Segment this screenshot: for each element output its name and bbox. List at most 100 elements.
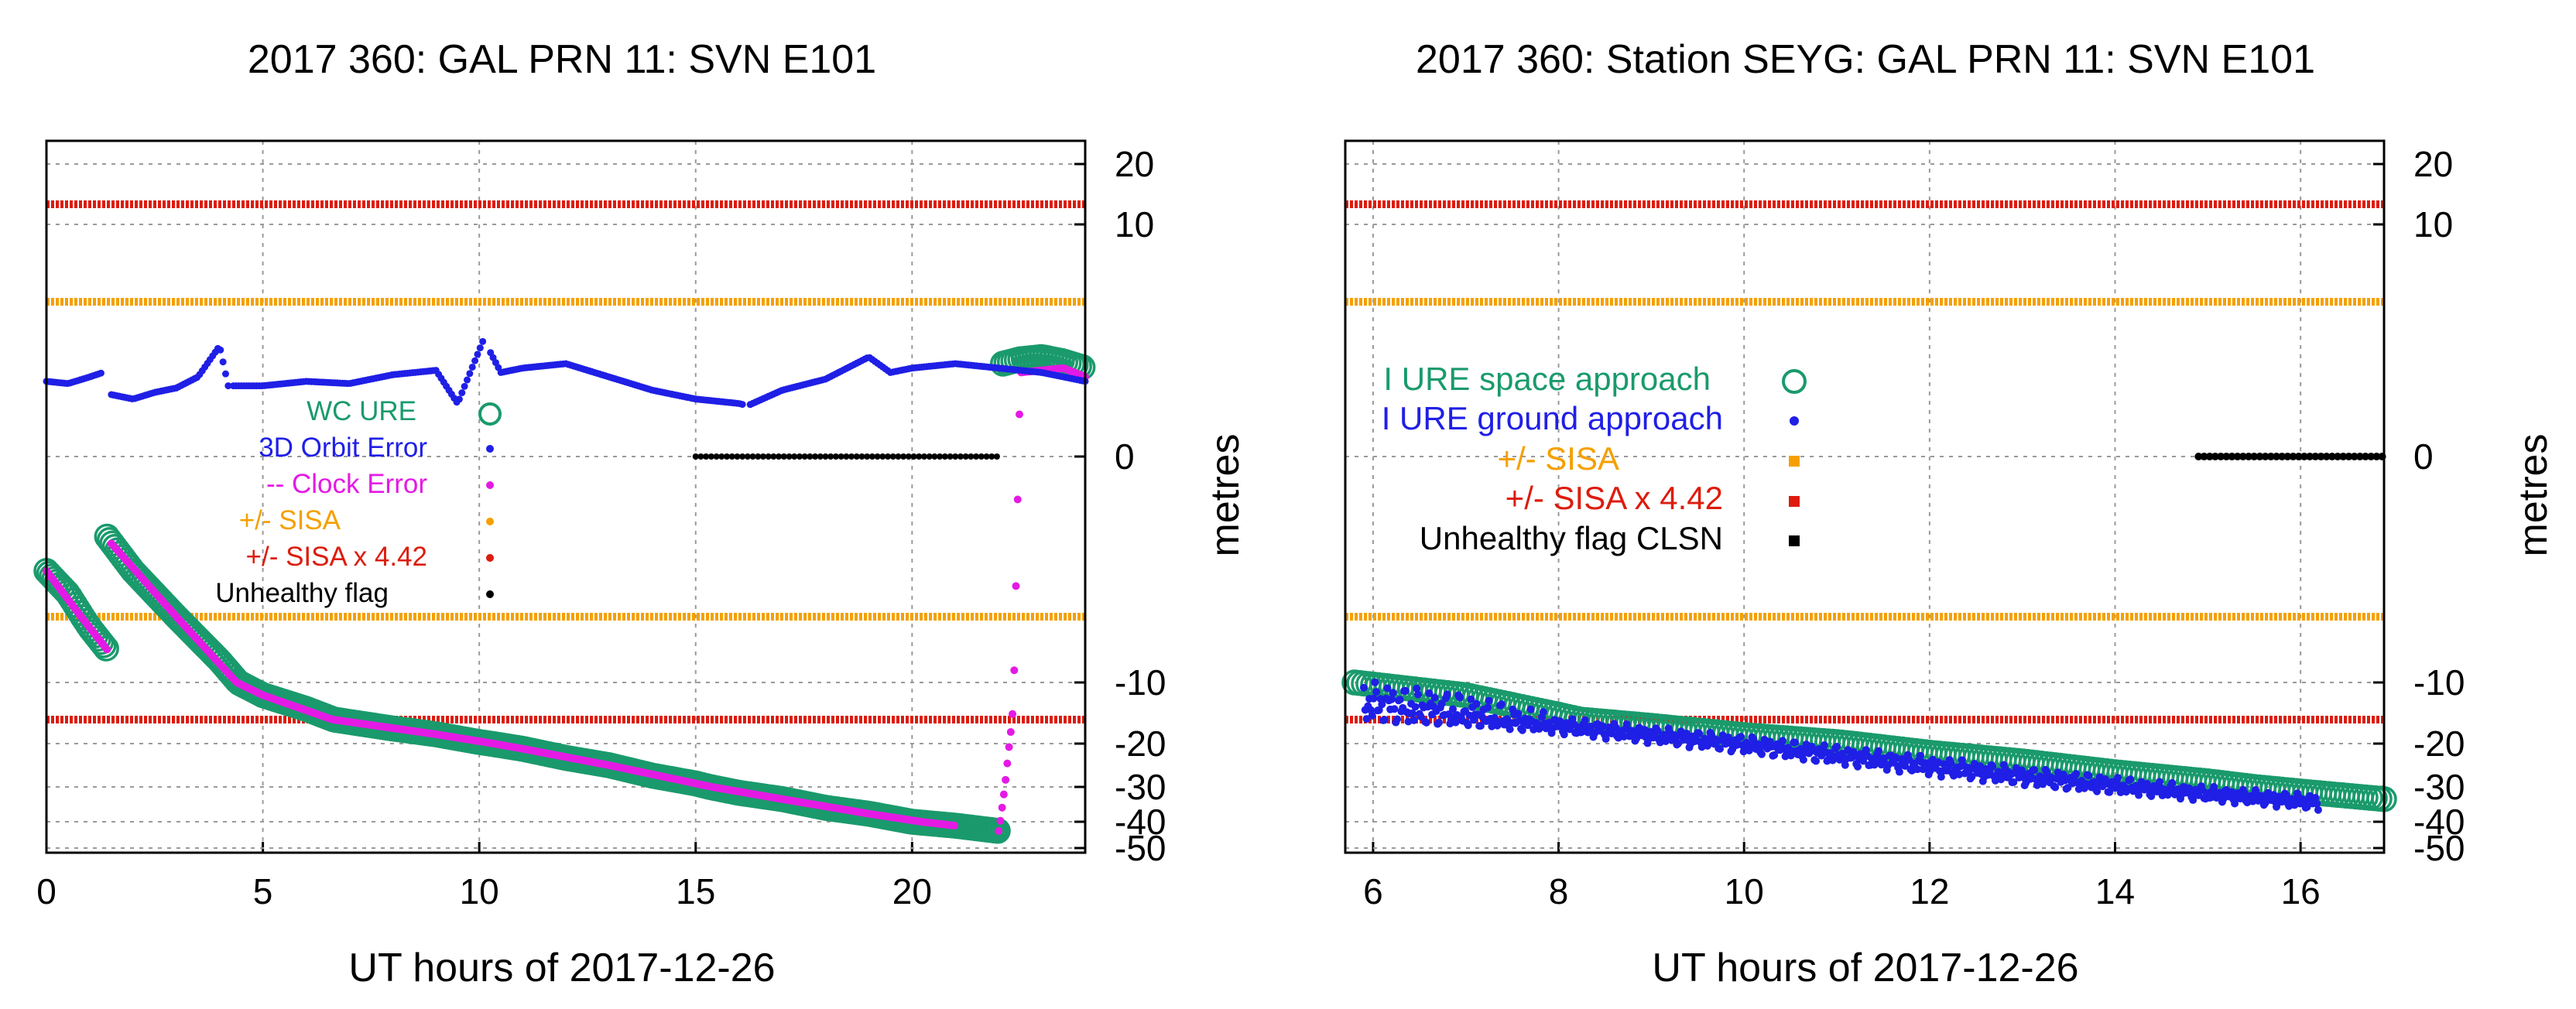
ure-ground-point [1799,755,1807,764]
ure-ground-point [1989,762,1997,771]
ure-ground-point [1455,693,1464,702]
ure-ground-point [1833,743,1841,751]
ure-ground-point [1916,751,1924,760]
ure-ground-point [1414,690,1423,699]
ure-ground-point [1526,705,1535,713]
ure-ground-point [1464,721,1472,730]
unhealthy-flag-point [765,453,772,460]
clock-error-point [1002,775,1010,784]
ure-ground-point [1430,693,1439,702]
y-tick-label: 10 [2413,204,2453,245]
chart-2-legend: I URE space approach I URE ground approa… [1382,361,1807,556]
x-tick-label: 5 [253,871,273,912]
wc-ure-point [93,635,119,662]
ure-ground-point [1476,722,1485,730]
y-tick-label: -50 [1115,828,1166,868]
ure-ground-point [1372,688,1381,696]
unhealthy-flag-point [2194,453,2203,460]
x-tick-label: 8 [1549,871,1569,912]
y-tick-label: 20 [1115,144,1154,184]
ure-ground-point [1359,683,1368,692]
x-tick-label: 14 [2095,871,2135,912]
ure-ground-point [2009,778,2018,786]
unhealthy-flag-point [2245,453,2253,460]
unhealthy-flag-point [827,453,834,460]
unhealthy-flag-point [2222,453,2231,460]
ure-ground-point [2249,797,2257,805]
ure-ground-point [1375,706,1383,714]
unhealthy-flag-point [2294,453,2303,460]
orbit-error-point [738,401,746,409]
unhealthy-flag-point [900,453,907,460]
unhealthy-flag-point [864,453,871,460]
unhealthy-flag-point [910,453,917,460]
ure-ground-point [1749,734,1758,743]
ure-ground-point [1695,729,1704,737]
ure-ground-point [1443,690,1451,699]
unhealthy-flag-point [2306,453,2314,460]
legend-label-sisa: +/- SISA [239,505,341,535]
ure-ground-point [1947,758,1955,767]
unhealthy-flag-point [2239,453,2247,460]
unhealthy-flag-point [2200,453,2208,460]
unhealthy-flag-point [957,453,964,460]
ure-ground-point [2156,778,2164,786]
unhealthy-flag-point [988,453,995,460]
ure-ground-point [1854,762,1862,771]
legend-marker-space [1782,369,1807,394]
ure-ground-point [1841,761,1849,769]
ure-ground-point [1411,703,1420,711]
unhealthy-flag-point [697,453,704,460]
unhealthy-flag-point [2266,453,2275,460]
unhealthy-flag-point [941,453,948,460]
unhealthy-flag-point [2345,453,2353,460]
unhealthy-flag-point [2317,453,2325,460]
ure-ground-point [1393,715,1402,723]
unhealthy-flag-point [807,453,814,460]
unhealthy-flag-point [2283,453,2292,460]
ure-ground-point [2314,805,2322,814]
unhealthy-flag-point [962,453,969,460]
orbit-error-point [466,370,474,378]
ure-ground-point [1716,744,1725,753]
ure-ground-point [1472,699,1481,708]
ure-ground-point [1435,718,1444,727]
unhealthy-flag-point [770,453,777,460]
unhealthy-flag-point [786,453,793,460]
x-tick-label: 6 [1363,871,1383,912]
legend-marker-sisa [486,518,494,525]
legend-label-sisa-442: +/- SISA x 4.42 [246,542,427,572]
clock-error-point [1003,759,1012,768]
chart-2-x-ticks: 6 8 10 12 14 16 [1363,871,2321,912]
clock-error-point [1016,410,1024,419]
y-tick-label: -20 [2413,723,2465,764]
legend-marker-ground [1790,416,1799,426]
x-tick-label: 12 [1910,871,1949,912]
ure-ground-point [1791,738,1800,747]
ure-ground-point [1770,751,1779,759]
ure-ground-point [2303,802,2311,811]
orbit-error-point [219,358,227,366]
legend-marker-unhealthy [486,590,494,598]
chart-2-x-axis-label: UT hours of 2017-12-26 [1652,946,2078,990]
ure-ground-point [2051,783,2060,792]
orbit-error-point [455,395,463,403]
y-tick-label: -20 [1115,723,1166,764]
x-tick-label: 0 [36,871,57,912]
orbit-error-point [224,382,232,390]
ure-ground-point [1862,746,1870,754]
y-tick-label: -30 [1115,767,1166,807]
ure-ground-point [1389,689,1397,697]
ure-ground-point [1378,700,1386,709]
y-tick-label: -10 [1115,662,1166,703]
chart-2-grid [1345,141,2384,853]
ure-ground-point [2030,766,2039,775]
x-tick-label: 15 [676,871,715,912]
ure-ground-point [1506,725,1514,734]
ure-ground-point [2313,799,2321,808]
unhealthy-flag-point [2217,453,2225,460]
y-tick-label: 0 [1115,436,1135,477]
y-tick-label: -40 [2413,802,2465,842]
ure-ground-point [1895,768,1903,776]
ure-ground-point [1485,696,1493,705]
